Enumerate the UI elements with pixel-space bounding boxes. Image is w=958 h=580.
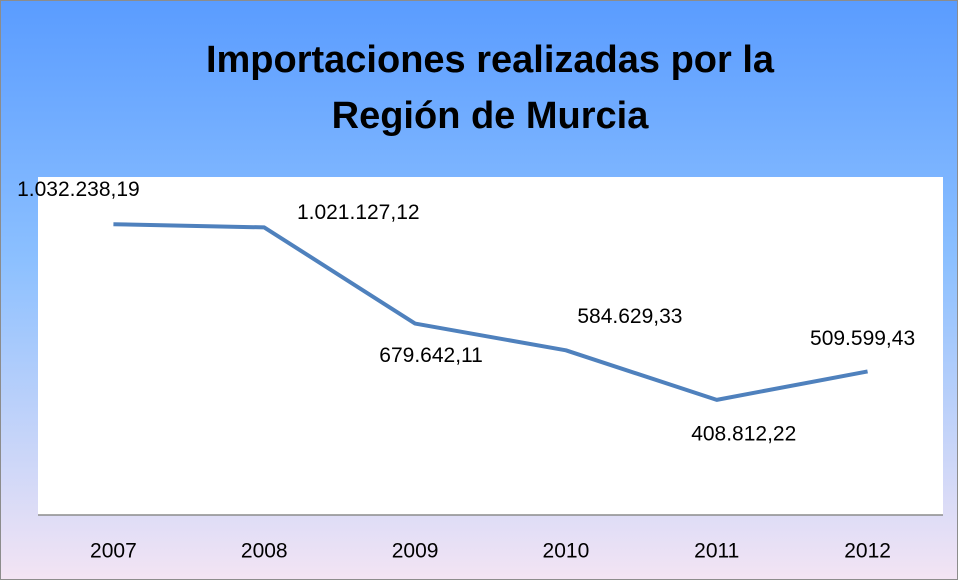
data-label: 679.642,11	[379, 344, 483, 367]
data-label: 1.021.127,12	[297, 201, 420, 224]
data-line	[113, 222, 868, 402]
x-tick-label: 2007	[90, 540, 137, 563]
data-label: 408.812,22	[691, 422, 796, 445]
data-label: 509.599,43	[810, 327, 915, 350]
chart-title: Región de Murcia	[332, 95, 650, 137]
chart-title: Importaciones realizadas por la	[206, 39, 775, 81]
x-tick-label: 2010	[543, 540, 590, 563]
x-tick-label: 2008	[241, 540, 288, 563]
x-tick-label: 2012	[844, 540, 891, 563]
data-label: 584.629,33	[577, 305, 682, 328]
x-tick-label: 2009	[392, 540, 439, 563]
x-tick-label: 2011	[694, 540, 739, 563]
data-label: 1.032.238,19	[17, 178, 140, 201]
plot-area	[38, 177, 943, 515]
